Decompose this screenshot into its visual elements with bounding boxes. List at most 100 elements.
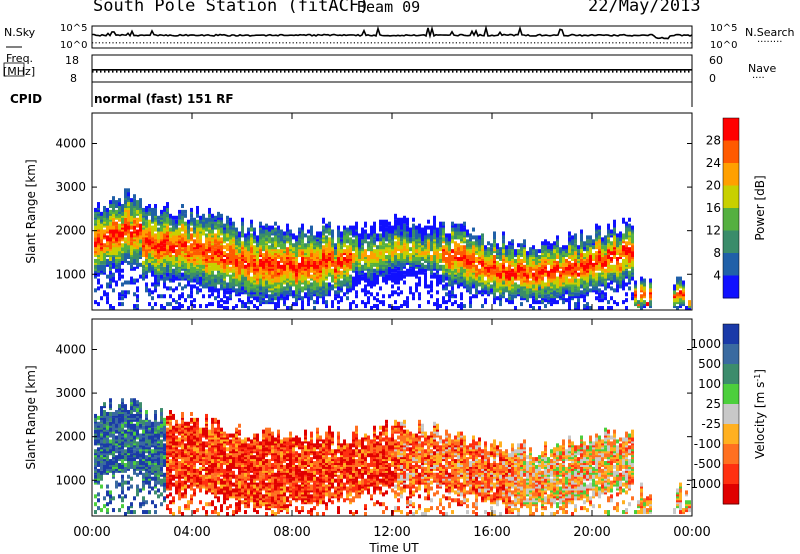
- power-cell: [616, 302, 619, 307]
- power-cell: [148, 211, 151, 216]
- power-cell: [106, 274, 109, 279]
- power-cell: [469, 249, 472, 254]
- power-cell: [334, 272, 337, 277]
- power-cell: [136, 258, 139, 263]
- power-cell: [199, 276, 202, 281]
- power-cell: [322, 274, 325, 279]
- power-cell: [595, 296, 598, 301]
- power-cell: [424, 235, 427, 240]
- power-cell: [175, 306, 178, 310]
- power-cell: [124, 280, 127, 285]
- power-cell: [280, 235, 283, 240]
- power-cell: [283, 300, 286, 305]
- power-cell: [118, 223, 121, 228]
- power-cell: [628, 223, 631, 228]
- freq-right-tick-bottom: 0: [709, 72, 716, 85]
- power-cell: [175, 215, 178, 220]
- power-cell: [307, 229, 310, 234]
- power-cell: [598, 306, 601, 310]
- power-cell: [238, 231, 241, 236]
- power-cell: [592, 253, 595, 258]
- power-cell: [598, 231, 601, 236]
- power-cell: [394, 268, 397, 273]
- power-cell: [550, 302, 553, 307]
- power-cell: [244, 276, 247, 281]
- power-cell: [451, 255, 454, 260]
- power-cell: [118, 276, 121, 281]
- power-cell: [370, 229, 373, 234]
- power-cell: [277, 268, 280, 273]
- power-cell: [115, 209, 118, 214]
- power-cell: [508, 296, 511, 301]
- power-cell: [106, 292, 109, 297]
- power-cell: [397, 241, 400, 246]
- power-cell: [367, 290, 370, 295]
- power-cell: [148, 302, 151, 307]
- power-cell: [178, 213, 181, 218]
- power-cell: [559, 247, 562, 252]
- power-cell: [484, 286, 487, 291]
- power-cell: [310, 294, 313, 299]
- power-cell: [133, 292, 136, 297]
- power-cell: [625, 249, 628, 254]
- power-cell: [349, 231, 352, 236]
- power-cell: [235, 288, 238, 293]
- power-cell: [550, 268, 553, 273]
- power-cell: [256, 272, 259, 277]
- power-cell: [175, 262, 178, 267]
- power-cell: [136, 229, 139, 234]
- power-cell: [229, 235, 232, 240]
- power-cell: [133, 304, 136, 309]
- power-cell: [343, 280, 346, 285]
- power-cell: [457, 262, 460, 267]
- power-cell: [346, 268, 349, 273]
- power-cell: [379, 251, 382, 256]
- power-cell: [376, 233, 379, 238]
- power-cell: [109, 200, 112, 205]
- power-cell: [598, 256, 601, 261]
- power-cell: [166, 286, 169, 291]
- power-cell: [493, 264, 496, 269]
- power-cell: [181, 253, 184, 258]
- power-cell: [442, 300, 445, 305]
- power-cell: [187, 219, 190, 224]
- power-cell: [613, 227, 616, 232]
- power-cell: [127, 280, 130, 285]
- power-cell: [229, 256, 232, 261]
- power-cell: [178, 209, 181, 214]
- power-cell: [415, 233, 418, 238]
- power-cell: [184, 229, 187, 234]
- power-cell: [358, 274, 361, 279]
- power-cell: [238, 253, 241, 258]
- power-cell: [628, 241, 631, 246]
- power-cell: [94, 241, 97, 246]
- power-cell: [133, 207, 136, 212]
- power-cell: [181, 209, 184, 214]
- power-cell: [355, 304, 358, 309]
- power-cell: [247, 262, 250, 267]
- power-cell: [220, 268, 223, 273]
- power-cell: [469, 282, 472, 287]
- power-cell: [547, 253, 550, 258]
- power-cell: [271, 284, 274, 289]
- power-cell: [613, 288, 616, 293]
- power-cell: [415, 282, 418, 287]
- power-cell: [340, 231, 343, 236]
- power-cell: [301, 243, 304, 248]
- power-cell: [424, 231, 427, 236]
- power-cell: [427, 241, 430, 246]
- power-cell: [589, 280, 592, 285]
- power-cell: [532, 245, 535, 250]
- power-cell: [271, 237, 274, 242]
- power-cell: [259, 300, 262, 305]
- power-cell: [610, 306, 613, 310]
- power-cell: [124, 290, 127, 295]
- power-cell: [475, 288, 478, 293]
- power-cell: [370, 264, 373, 269]
- power-cell: [400, 290, 403, 295]
- power-cell: [403, 280, 406, 285]
- power-cell: [211, 286, 214, 291]
- power-cell: [160, 262, 163, 267]
- noise-right-tick-top: 10^5: [710, 23, 737, 34]
- power-cell: [175, 300, 178, 305]
